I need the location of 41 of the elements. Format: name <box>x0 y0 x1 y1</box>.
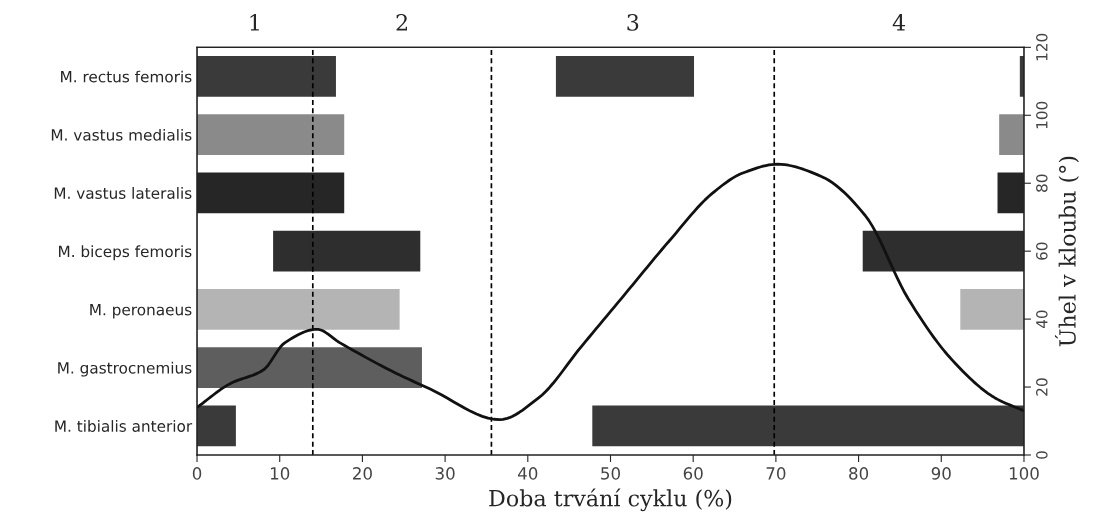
x-axis-title: Doba trvání cyklu (%) <box>489 488 732 512</box>
bar <box>273 230 421 272</box>
y-tick-label: 40 <box>1036 310 1048 329</box>
x-tick-label: 80 <box>849 467 869 480</box>
x-tick-label: 60 <box>683 467 703 480</box>
y-tick-label: M. tibialis anterior <box>55 420 193 432</box>
x-tick-label: 100 <box>1009 467 1039 480</box>
y-tick-label: 80 <box>1036 174 1048 192</box>
bar <box>197 405 236 447</box>
x-tick-label: 10 <box>270 467 290 480</box>
y-tick-label: 20 <box>1036 378 1048 396</box>
x-tick-label: 20 <box>353 467 372 480</box>
text: 1 <box>250 14 259 31</box>
y-tick-label: M. vastus medialis <box>51 128 192 141</box>
bar <box>555 56 695 97</box>
y-tick-label: 100 <box>1036 101 1048 129</box>
x-tick-label: 30 <box>435 467 455 480</box>
y-tick-label: 60 <box>1036 242 1048 260</box>
y-tick-label: 120 <box>1036 33 1048 61</box>
x-tick-label: 90 <box>931 467 951 480</box>
text: 4 <box>892 14 906 31</box>
bar <box>960 289 1024 330</box>
bar <box>197 114 345 156</box>
x-tick-label: 50 <box>601 467 620 480</box>
bar <box>197 289 400 330</box>
x-tick-label: 70 <box>766 467 786 480</box>
y-tick-label: M. peronaeus <box>90 304 192 319</box>
bar <box>999 114 1024 156</box>
x-tick-label: 0 <box>192 467 202 480</box>
y-tick-label: M. biceps femoris <box>59 245 192 261</box>
x-tick-label: 40 <box>518 467 538 480</box>
text: 3 <box>627 14 639 31</box>
y-tick-label: M. vastus lateralis <box>54 187 192 199</box>
y-tick-label: 0 <box>1036 451 1048 459</box>
bar <box>197 56 336 97</box>
bar <box>197 347 422 389</box>
bar <box>592 405 1024 447</box>
y-tick-label: M. gastrocnemius <box>58 361 192 377</box>
text: 2 <box>396 14 407 31</box>
y-tick-label: M. rectus femoris <box>61 70 192 83</box>
y-axis-title: Úhel v kloubu (°) <box>1054 156 1079 347</box>
